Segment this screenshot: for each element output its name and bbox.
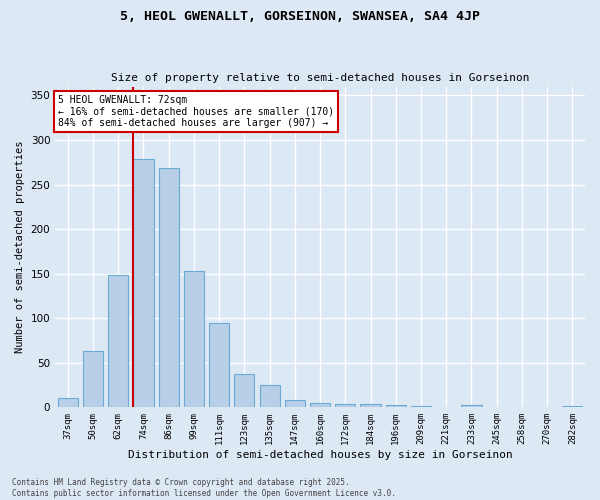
Bar — [285, 400, 305, 407]
Bar — [108, 276, 128, 407]
Bar — [386, 404, 406, 407]
Bar — [461, 404, 482, 407]
Bar — [562, 406, 583, 407]
Bar — [158, 168, 179, 408]
Text: 5, HEOL GWENALLT, GORSEINON, SWANSEA, SA4 4JP: 5, HEOL GWENALLT, GORSEINON, SWANSEA, SA… — [120, 10, 480, 23]
X-axis label: Distribution of semi-detached houses by size in Gorseinon: Distribution of semi-detached houses by … — [128, 450, 512, 460]
Bar — [260, 385, 280, 407]
Bar — [184, 271, 204, 407]
Bar — [209, 322, 229, 408]
Bar — [58, 398, 78, 407]
Bar — [133, 158, 154, 408]
Bar — [310, 403, 330, 407]
Title: Size of property relative to semi-detached houses in Gorseinon: Size of property relative to semi-detach… — [111, 73, 529, 83]
Text: Contains HM Land Registry data © Crown copyright and database right 2025.
Contai: Contains HM Land Registry data © Crown c… — [12, 478, 396, 498]
Bar — [335, 404, 355, 407]
Y-axis label: Number of semi-detached properties: Number of semi-detached properties — [15, 140, 25, 353]
Text: 5 HEOL GWENALLT: 72sqm
← 16% of semi-detached houses are smaller (170)
84% of se: 5 HEOL GWENALLT: 72sqm ← 16% of semi-det… — [58, 94, 334, 128]
Bar — [361, 404, 380, 407]
Bar — [411, 406, 431, 407]
Bar — [235, 374, 254, 408]
Bar — [83, 351, 103, 408]
